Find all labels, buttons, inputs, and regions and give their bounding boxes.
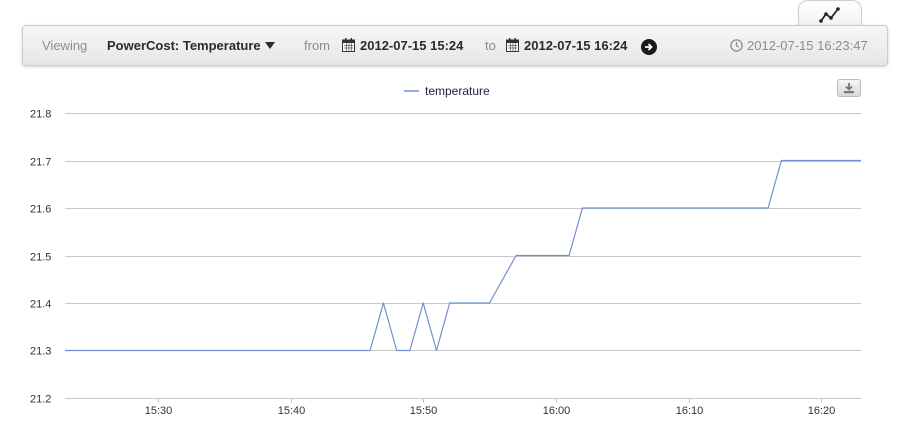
- y-tick-label: 21.6: [30, 204, 51, 216]
- series-selector-value: PowerCost: Temperature: [107, 38, 261, 53]
- toolbar: Viewing PowerCost: Temperature from 2012…: [22, 25, 888, 66]
- from-date-picker[interactable]: 2012-07-15 15:24: [342, 38, 463, 54]
- to-label: to: [485, 38, 496, 53]
- legend-label: temperature: [425, 84, 490, 98]
- series-line-temperature: [65, 159, 861, 352]
- from-label: from: [304, 38, 330, 53]
- viewing-label: Viewing: [42, 38, 88, 53]
- arrow-right-icon: [645, 43, 653, 51]
- x-tick-label: 16:00: [543, 405, 571, 417]
- to-date-value: 2012-07-15 16:24: [524, 38, 628, 53]
- last-updated: 2012-07-15 16:23:47: [730, 38, 868, 54]
- chevron-down-icon: [264, 42, 275, 49]
- x-tick-label: 15:50: [410, 405, 438, 417]
- x-tick-label: 16:10: [676, 405, 704, 417]
- apply-range-button[interactable]: [641, 39, 657, 55]
- y-tick-label: 21.2: [30, 394, 51, 406]
- x-tick-label: 15:30: [145, 405, 173, 417]
- y-tick-label: 21.7: [30, 157, 51, 169]
- last-updated-value: 2012-07-15 16:23:47: [747, 38, 868, 53]
- line-chart-icon: [819, 7, 840, 23]
- x-tick-label: 15:40: [278, 405, 306, 417]
- calendar-icon: [506, 38, 519, 52]
- export-button[interactable]: [837, 79, 861, 97]
- calendar-icon: [342, 38, 355, 52]
- y-tick-label: 21.3: [30, 346, 51, 358]
- from-date-value: 2012-07-15 15:24: [360, 38, 464, 53]
- download-icon: [844, 83, 854, 94]
- y-tick-label: 21.8: [30, 109, 51, 121]
- x-tick-label: 16:20: [808, 405, 836, 417]
- y-tick-label: 21.5: [30, 252, 51, 264]
- y-tick-label: 21.4: [30, 299, 51, 311]
- clock-icon: [730, 39, 743, 52]
- to-date-picker[interactable]: 2012-07-15 16:24: [506, 38, 627, 54]
- series-selector[interactable]: PowerCost: Temperature: [107, 38, 275, 54]
